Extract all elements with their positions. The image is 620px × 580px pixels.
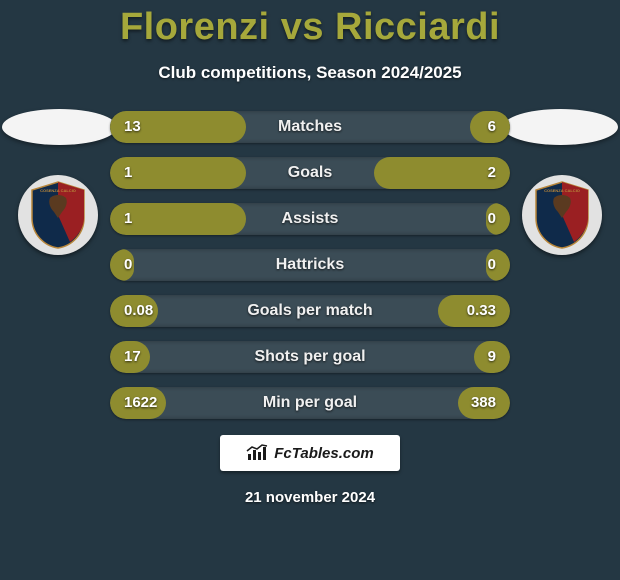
stat-value-left: 1622 <box>124 387 157 419</box>
crest-badge: COSENZA CALCIO <box>18 175 98 255</box>
stat-value-left: 1 <box>124 203 132 235</box>
stat-row: Assists1 0 <box>110 203 510 235</box>
page-title: Florenzi vs Ricciardi <box>0 0 620 49</box>
stat-value-right: 0 <box>488 249 496 281</box>
chart-icon <box>246 444 268 462</box>
right-ellipse-decor <box>503 109 618 145</box>
stat-label: Hattricks <box>110 249 510 281</box>
stat-row: Hattricks0 0 <box>110 249 510 281</box>
title-vs: vs <box>281 6 324 48</box>
stat-row: Min per goal1622 388 <box>110 387 510 419</box>
stat-value-right: 0.33 <box>467 295 496 327</box>
comparison-arena: COSENZA CALCIO COSENZA CALCIO Matches13 6… <box>0 111 620 419</box>
stat-value-right: 9 <box>488 341 496 373</box>
date-label: 21 november 2024 <box>0 489 620 506</box>
brand-text: FcTables.com <box>274 445 373 462</box>
stat-value-left: 13 <box>124 111 141 143</box>
subtitle: Club competitions, Season 2024/2025 <box>0 63 620 83</box>
stat-label: Goals per match <box>110 295 510 327</box>
right-player-crest: COSENZA CALCIO <box>522 175 602 270</box>
stat-row: Shots per goal17 9 <box>110 341 510 373</box>
svg-text:COSENZA CALCIO: COSENZA CALCIO <box>544 188 580 193</box>
stat-bars-container: Matches136Goals12Assists10Hattricks00Goa… <box>110 111 510 419</box>
left-player-crest: COSENZA CALCIO <box>18 175 98 270</box>
stat-row: Goals1 2 <box>110 157 510 189</box>
stat-row: Matches13 6 <box>110 111 510 143</box>
brand-tag[interactable]: FcTables.com <box>220 435 400 471</box>
shield-icon: COSENZA CALCIO <box>532 180 592 250</box>
stat-label: Shots per goal <box>110 341 510 373</box>
left-ellipse-decor <box>2 109 117 145</box>
stat-value-left: 0.08 <box>124 295 153 327</box>
stat-value-right: 0 <box>488 203 496 235</box>
stat-value-left: 1 <box>124 157 132 189</box>
stat-label: Min per goal <box>110 387 510 419</box>
svg-text:COSENZA CALCIO: COSENZA CALCIO <box>40 188 76 193</box>
stat-row: Goals per match0.08 0.33 <box>110 295 510 327</box>
shield-icon: COSENZA CALCIO <box>28 180 88 250</box>
stat-value-left: 17 <box>124 341 141 373</box>
stat-value-right: 2 <box>488 157 496 189</box>
crest-badge: COSENZA CALCIO <box>522 175 602 255</box>
stat-label: Assists <box>110 203 510 235</box>
stat-value-right: 388 <box>471 387 496 419</box>
stat-value-left: 0 <box>124 249 132 281</box>
stat-label: Matches <box>110 111 510 143</box>
title-right: Ricciardi <box>335 6 500 48</box>
stat-value-right: 6 <box>488 111 496 143</box>
title-left: Florenzi <box>120 6 270 48</box>
stat-label: Goals <box>110 157 510 189</box>
